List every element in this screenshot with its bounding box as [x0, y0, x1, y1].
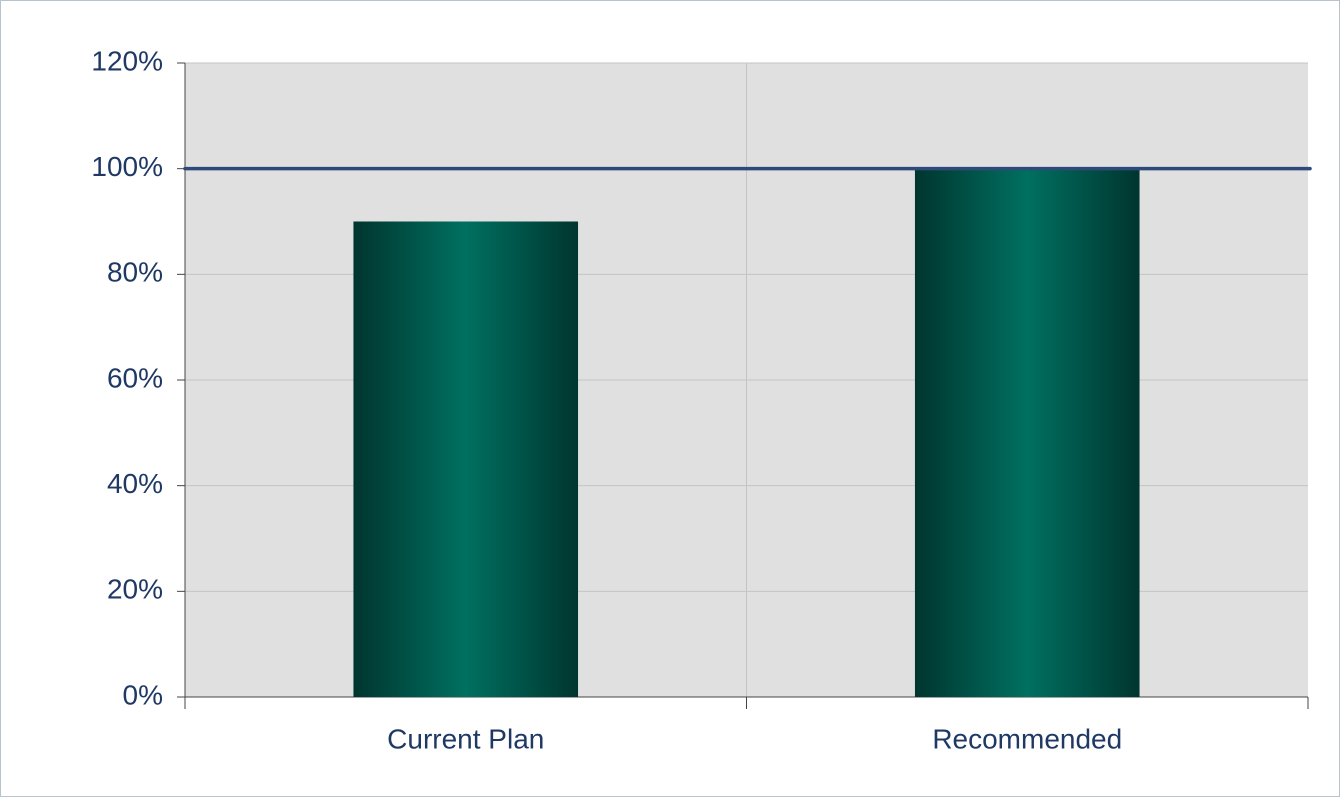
x-tick-label: Recommended — [932, 723, 1122, 754]
y-tick-label: 40% — [107, 468, 163, 499]
y-tick-label: 120% — [91, 45, 163, 76]
y-tick-label: 0% — [123, 679, 163, 710]
y-tick-label: 100% — [91, 151, 163, 182]
bar — [353, 221, 579, 697]
y-tick-label: 80% — [107, 257, 163, 288]
bar — [914, 168, 1140, 697]
x-tick-label: Current Plan — [387, 723, 544, 754]
y-tick-label: 20% — [107, 574, 163, 605]
y-tick-label: 60% — [107, 362, 163, 393]
